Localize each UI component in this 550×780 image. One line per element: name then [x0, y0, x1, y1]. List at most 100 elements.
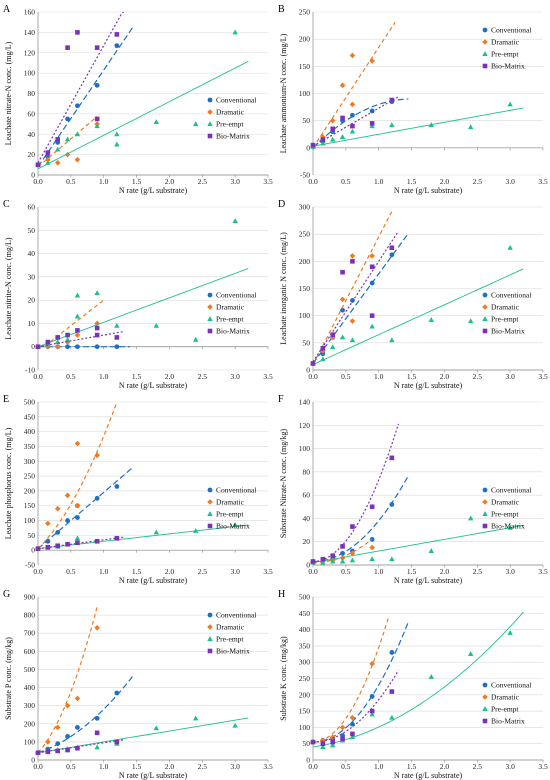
fit-line-pre-empt [37, 524, 249, 550]
legend-marker-dramatic [207, 624, 213, 630]
point-dramatic [369, 544, 375, 551]
x-axis-label: N rate (g/L substrate) [119, 771, 188, 780]
point-bio-matrix [65, 541, 70, 547]
x-tick-label: 2.5 [198, 567, 208, 576]
point-pre-empt [389, 337, 395, 343]
x-tick-label: 2.5 [473, 372, 483, 381]
legend-marker-pre-empt [207, 636, 213, 641]
point-pre-empt [320, 356, 326, 362]
point-dramatic [339, 724, 346, 731]
point-pre-empt [349, 557, 356, 563]
point-pre-empt [369, 323, 375, 329]
point-dramatic [320, 348, 326, 354]
point-conventional [55, 530, 61, 535]
y-axis-label: Leachate phosphorus conc. (mg/L) [4, 427, 13, 539]
point-bio-matrix [75, 30, 80, 35]
point-bio-matrix [35, 162, 41, 168]
legend-label: Pre-empt [491, 510, 519, 519]
point-dramatic [45, 520, 51, 527]
point-dramatic [349, 253, 356, 259]
point-dramatic [54, 343, 61, 350]
point-dramatic [320, 134, 326, 140]
point-conventional [94, 715, 100, 721]
y-tick-label: 60 [28, 203, 36, 212]
x-tick-label: 2.5 [198, 762, 208, 771]
fit-line-dramatic [37, 606, 98, 754]
y-tick-label: 400 [24, 427, 36, 436]
fit-line-pre-empt [37, 717, 249, 754]
point-pre-empt [232, 722, 238, 728]
x-tick-label: 1.0 [374, 177, 384, 186]
point-dramatic [74, 156, 81, 163]
x-tick-label: 0.0 [33, 762, 43, 771]
y-tick-label: -50 [300, 171, 310, 180]
point-bio-matrix [320, 345, 326, 351]
point-conventional [65, 344, 70, 350]
x-tick-label: 1.0 [99, 567, 109, 576]
point-dramatic [329, 734, 336, 740]
point-bio-matrix [310, 739, 316, 745]
legend-label: Dramatic [491, 498, 520, 507]
fit-line-pre-empt [312, 107, 524, 147]
point-pre-empt [45, 159, 51, 165]
point-pre-empt [94, 744, 100, 750]
point-pre-empt [507, 524, 513, 530]
x-tick-label: 3.5 [263, 177, 273, 186]
legend-label: Conventional [491, 681, 531, 690]
point-pre-empt [369, 556, 375, 562]
legend-marker-pre-empt [207, 121, 213, 126]
point-bio-matrix [45, 749, 51, 755]
point-bio-matrix [94, 538, 100, 544]
x-tick-label: 0.5 [66, 762, 76, 771]
point-conventional [389, 650, 395, 655]
point-pre-empt [55, 146, 61, 152]
fit-line-dramatic [312, 211, 393, 365]
y-tick-label: 140 [299, 398, 311, 407]
point-pre-empt [74, 313, 81, 319]
x-tick-label: 1.5 [407, 567, 417, 576]
y-tick-label: 250 [299, 8, 311, 17]
point-conventional [65, 734, 70, 739]
fit-line-dramatic [312, 616, 390, 743]
point-pre-empt [389, 714, 395, 720]
point-dramatic [54, 159, 61, 166]
point-pre-empt [349, 337, 356, 343]
point-bio-matrix [114, 536, 120, 541]
x-tick-label: 0.5 [341, 372, 351, 381]
point-conventional [350, 112, 355, 118]
point-bio-matrix [340, 269, 345, 275]
legend-label: Pre-empt [216, 510, 244, 519]
point-pre-empt [153, 529, 159, 535]
point-pre-empt [193, 121, 199, 127]
y-tick-label: 800 [24, 611, 36, 620]
y-tick-label: 80 [303, 467, 311, 476]
point-pre-empt [428, 548, 434, 554]
legend-marker-pre-empt [482, 511, 488, 516]
legend-label: Conventional [491, 26, 531, 35]
x-tick-label: 3.0 [230, 567, 240, 576]
x-tick-label: 3.0 [505, 762, 515, 771]
y-tick-label: 60 [28, 109, 36, 118]
fit-line-pre-empt [312, 611, 524, 748]
panel-g: 0 100 200 300 400 500 600 700 800 900 0.0 0.5 1.0 1.5… [3, 589, 273, 780]
point-bio-matrix [94, 730, 100, 736]
y-tick-label: 150 [24, 501, 36, 510]
y-tick-label: 40 [303, 514, 311, 523]
x-tick-label: 2.0 [165, 372, 175, 381]
point-bio-matrix [65, 45, 70, 50]
point-pre-empt [369, 711, 375, 717]
y-tick-label: 100 [24, 737, 36, 746]
x-tick-label: 0.0 [308, 762, 318, 771]
point-bio-matrix [114, 335, 120, 340]
legend-marker-dramatic [207, 304, 213, 310]
point-bio-matrix [35, 344, 41, 350]
y-tick-label: 300 [24, 457, 36, 466]
y-tick-label: 20 [28, 296, 36, 305]
legend-marker-dramatic [482, 304, 488, 310]
y-tick-label: 500 [24, 398, 36, 407]
point-pre-empt [389, 556, 395, 562]
legend-label: Pre-empt [216, 120, 244, 129]
point-bio-matrix [45, 339, 51, 345]
x-axis-label: N rate (g/L substrate) [394, 771, 463, 780]
x-tick-label: 0.0 [308, 567, 318, 576]
